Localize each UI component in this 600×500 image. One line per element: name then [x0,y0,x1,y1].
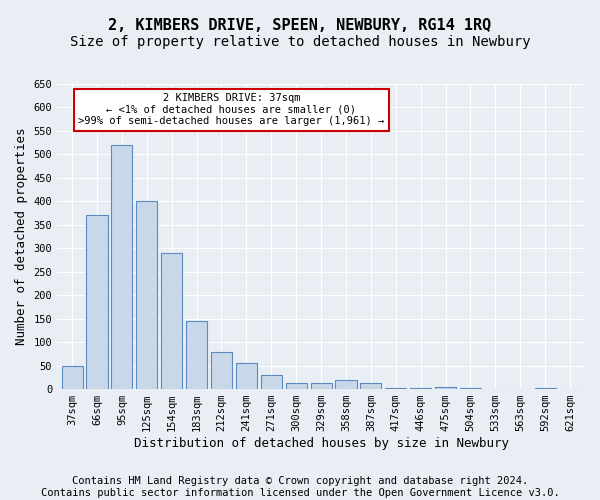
Bar [410,388,431,389]
Text: 2 KIMBERS DRIVE: 37sqm
← <1% of detached houses are smaller (0)
>99% of semi-det: 2 KIMBERS DRIVE: 37sqm ← <1% of detached… [78,93,385,126]
Bar [136,202,157,389]
Bar [460,388,481,389]
Bar [86,216,107,389]
Bar [435,386,456,389]
Bar [286,384,307,389]
Bar [236,364,257,389]
Text: 2, KIMBERS DRIVE, SPEEN, NEWBURY, RG14 1RQ: 2, KIMBERS DRIVE, SPEEN, NEWBURY, RG14 1… [109,18,491,32]
Text: Contains HM Land Registry data © Crown copyright and database right 2024.
Contai: Contains HM Land Registry data © Crown c… [41,476,559,498]
Bar [211,352,232,389]
Bar [62,366,83,389]
Bar [335,380,356,389]
Y-axis label: Number of detached properties: Number of detached properties [15,128,28,346]
Bar [186,321,207,389]
Bar [161,253,182,389]
Bar [385,388,406,389]
Bar [535,388,556,389]
Text: Size of property relative to detached houses in Newbury: Size of property relative to detached ho… [70,35,530,49]
Bar [261,375,282,389]
Bar [360,384,382,389]
Bar [112,145,133,389]
X-axis label: Distribution of detached houses by size in Newbury: Distribution of detached houses by size … [134,437,509,450]
Bar [311,384,332,389]
